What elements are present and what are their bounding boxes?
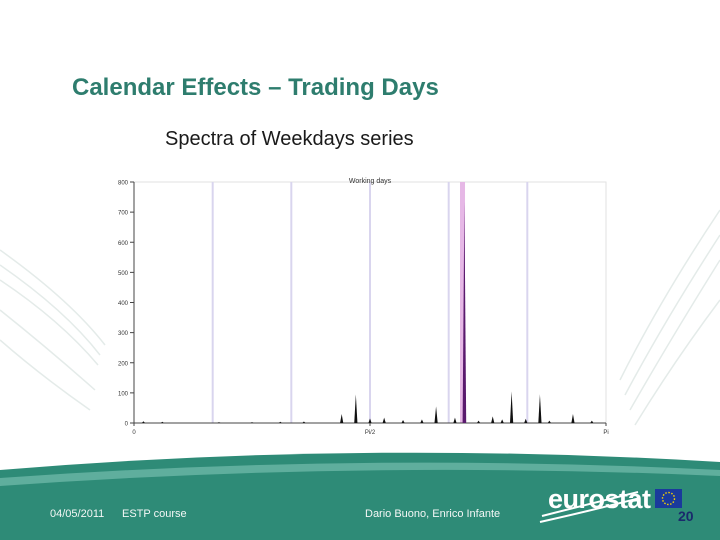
footer-date: 04/05/2011 [50, 508, 105, 520]
trading-day-frequency-band [460, 182, 466, 423]
y-tick-label: 700 [118, 211, 129, 217]
spectrum-peak [368, 418, 372, 423]
slide-title: Calendar Effects – Trading Days [72, 74, 439, 101]
footer-authors: Dario Buono, Enrico Infante [365, 508, 501, 520]
spectrum-peak [217, 422, 221, 423]
footer-band-light [0, 462, 720, 486]
y-tick-label: 600 [118, 241, 129, 247]
spectrum-peak [278, 421, 282, 423]
spectrum-peak [382, 417, 386, 423]
spectrum-peak [538, 394, 542, 423]
y-tick-label: 0 [125, 422, 129, 428]
spectrum-peak [547, 420, 551, 423]
page-number: 20 [678, 508, 694, 524]
spectrum-peak [476, 420, 481, 423]
y-tick-label: 300 [118, 331, 129, 337]
chart-title: Working days [349, 178, 392, 185]
spectrum-peak [590, 420, 594, 423]
eurostat-swoosh-icon [539, 491, 641, 523]
spectrum-peak [500, 419, 504, 423]
spectrum-peak [571, 413, 575, 423]
chart-subtitle: Spectra of Weekdays series [165, 128, 414, 150]
eu-flag-icon [655, 489, 682, 508]
spectrum-peak [420, 419, 424, 423]
spectrum-peak [302, 421, 306, 423]
spectrum-peak [491, 416, 495, 423]
spectrum-chart: 0 100 200 300 400 500 600 700 800 0 Pi/2 Pi Working … [118, 178, 609, 436]
y-tick-label: 100 [118, 391, 129, 397]
spectrum-peak [141, 421, 146, 423]
x-tick-label: 0 [132, 430, 136, 436]
footer-course: ESTP course [122, 508, 187, 520]
spectrum-peak [524, 418, 528, 423]
spectrum-peak [434, 406, 438, 423]
spectrum-peak [354, 394, 358, 423]
x-tick-label: Pi [603, 430, 608, 436]
y-tick-label: 800 [118, 181, 129, 187]
spectrum-peak [160, 421, 164, 423]
y-tick-label: 500 [118, 271, 129, 277]
y-tick-label: 400 [118, 301, 129, 307]
eurostat-logo: eurostat [548, 484, 651, 514]
spectrum-peak [462, 201, 467, 423]
spectrum-peak [453, 417, 457, 423]
spectrum-peak [340, 413, 344, 423]
x-tick-label: Pi/2 [365, 430, 376, 436]
spectrum-peak [401, 419, 405, 423]
y-tick-label: 200 [118, 361, 129, 367]
spectrum-peak [510, 391, 514, 423]
spectrum-peak [250, 422, 254, 423]
decorative-swoosh-right [619, 209, 720, 426]
eu-flag-stars-icon [661, 491, 676, 506]
decorative-swoosh-left [0, 249, 106, 411]
